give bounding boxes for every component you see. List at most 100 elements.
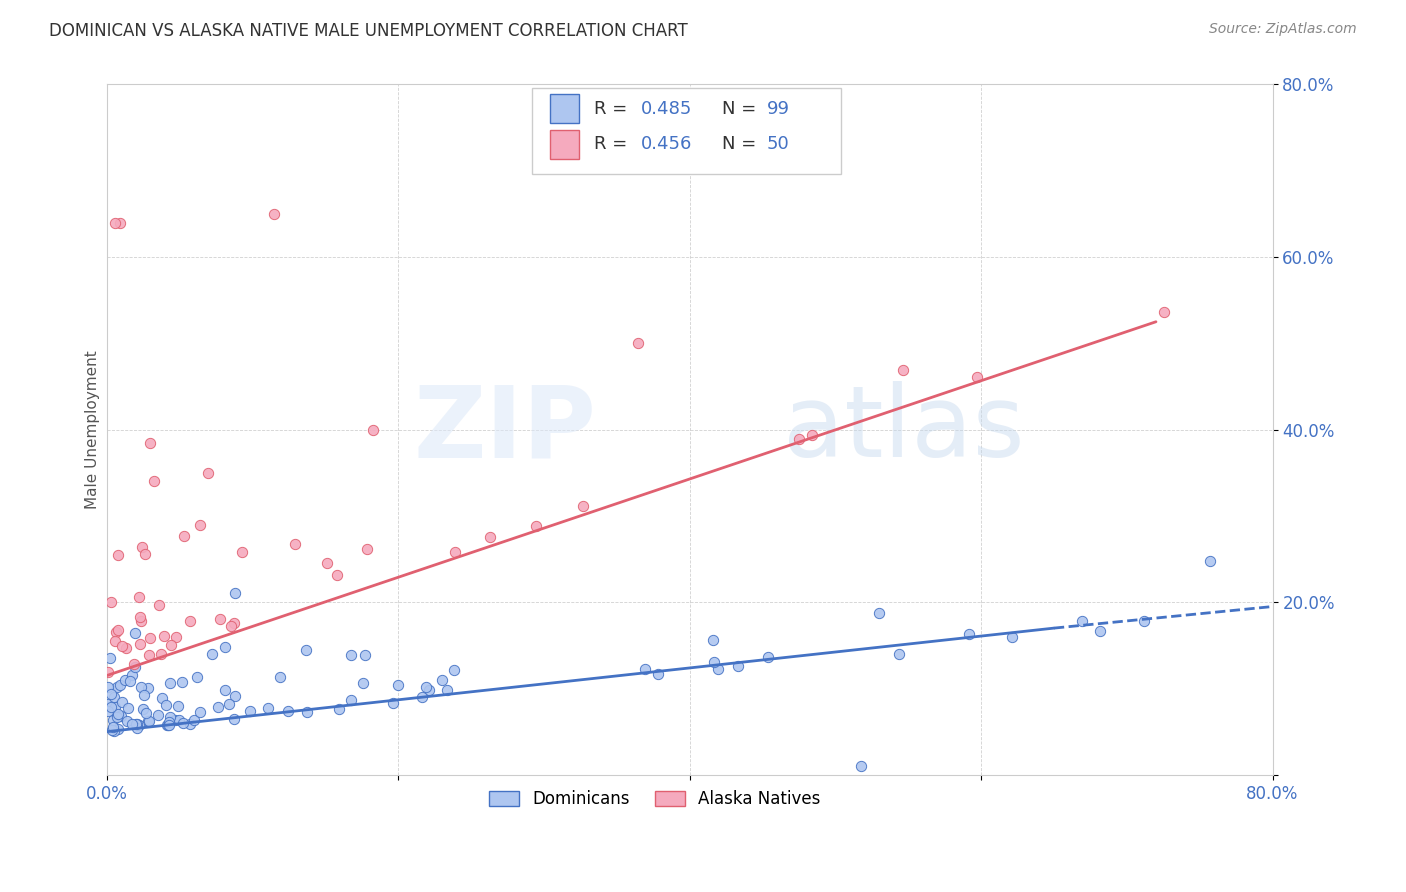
Point	[121, 716, 143, 731]
Point	[134, 547, 156, 561]
FancyBboxPatch shape	[550, 130, 579, 159]
Point	[188, 518, 211, 533]
Point	[352, 676, 374, 690]
Point	[186, 670, 208, 684]
Point	[430, 673, 453, 687]
Point	[1088, 624, 1111, 638]
Point	[703, 655, 725, 669]
Point	[132, 701, 155, 715]
Point	[411, 690, 433, 704]
Point	[127, 717, 149, 731]
Point	[256, 701, 278, 715]
Text: R =: R =	[593, 136, 633, 153]
Point	[97, 665, 120, 680]
Point	[128, 590, 150, 604]
Point	[100, 594, 122, 608]
Point	[121, 668, 143, 682]
Point	[165, 714, 187, 728]
Text: ZIP: ZIP	[413, 381, 596, 478]
Point	[104, 634, 127, 648]
Point	[222, 616, 245, 631]
Point	[340, 648, 363, 662]
Point	[868, 606, 890, 620]
Point	[138, 435, 160, 450]
Text: DOMINICAN VS ALASKA NATIVE MALE UNEMPLOYMENT CORRELATION CHART: DOMINICAN VS ALASKA NATIVE MALE UNEMPLOY…	[49, 22, 688, 40]
Point	[152, 691, 174, 706]
Point	[100, 687, 122, 701]
Point	[138, 714, 160, 728]
Point	[297, 705, 319, 719]
Point	[633, 662, 655, 676]
Point	[159, 676, 181, 690]
FancyBboxPatch shape	[533, 88, 841, 174]
Point	[789, 432, 811, 446]
Point	[957, 627, 980, 641]
Point	[101, 713, 124, 727]
Point	[707, 662, 730, 676]
Y-axis label: Male Unemployment: Male Unemployment	[86, 351, 100, 509]
Point	[105, 709, 128, 723]
Point	[524, 518, 547, 533]
Point	[224, 585, 246, 599]
Point	[148, 598, 170, 612]
Point	[129, 680, 152, 694]
Point	[702, 632, 724, 647]
Point	[157, 717, 180, 731]
Point	[153, 629, 176, 643]
Point	[155, 718, 177, 732]
Point	[117, 700, 139, 714]
Point	[97, 697, 120, 711]
Point	[207, 699, 229, 714]
Point	[188, 706, 211, 720]
Point	[166, 631, 188, 645]
Point	[155, 698, 177, 713]
Point	[328, 702, 350, 716]
Point	[197, 466, 219, 480]
Point	[105, 680, 128, 694]
Point	[889, 647, 911, 661]
Point	[128, 718, 150, 732]
Point	[97, 680, 120, 694]
Point	[443, 663, 465, 677]
Point	[104, 215, 127, 229]
Point	[170, 674, 193, 689]
Point	[183, 713, 205, 727]
Point	[214, 682, 236, 697]
Point	[231, 545, 253, 559]
Point	[1153, 305, 1175, 319]
Point	[107, 722, 129, 736]
Point	[150, 647, 173, 661]
Point	[479, 530, 502, 544]
Point	[110, 215, 132, 229]
Point	[98, 650, 121, 665]
Point	[966, 370, 988, 384]
Point	[124, 717, 146, 731]
Text: 50: 50	[766, 136, 789, 153]
Point	[179, 716, 201, 731]
Point	[128, 637, 150, 651]
Point	[381, 696, 404, 710]
Point	[157, 714, 180, 729]
Text: 99: 99	[766, 100, 790, 118]
Point	[132, 688, 155, 702]
Text: R =: R =	[593, 100, 633, 118]
Point	[108, 678, 131, 692]
Text: Source: ZipAtlas.com: Source: ZipAtlas.com	[1209, 22, 1357, 37]
Point	[415, 681, 437, 695]
Point	[122, 657, 145, 671]
Point	[214, 640, 236, 655]
Point	[103, 690, 125, 705]
Point	[1133, 614, 1156, 628]
Point	[120, 674, 142, 689]
Point	[354, 648, 377, 662]
Point	[1001, 631, 1024, 645]
Point	[269, 670, 291, 684]
Point	[103, 700, 125, 714]
Point	[339, 693, 361, 707]
Point	[129, 610, 152, 624]
Text: 0.456: 0.456	[641, 136, 692, 153]
Point	[103, 723, 125, 738]
Point	[387, 678, 409, 692]
Point	[727, 659, 749, 673]
Point	[139, 631, 162, 645]
